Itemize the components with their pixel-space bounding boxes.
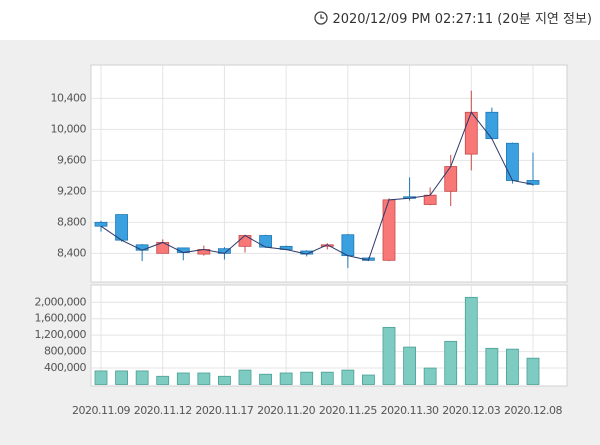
- candle-body: [382, 199, 396, 261]
- y-tick-label: 8,800: [57, 215, 86, 228]
- volume-bar: [279, 372, 293, 385]
- volume-bar: [176, 372, 190, 385]
- x-tick-label: 2020.11.09: [72, 404, 130, 417]
- volume-bar: [94, 370, 108, 385]
- x-tick-label: 2020.12.03: [442, 404, 500, 417]
- candle-body: [341, 234, 355, 257]
- candle-body: [115, 214, 128, 241]
- volume-bar: [259, 373, 272, 385]
- x-tick-label: 2020.11.30: [381, 404, 439, 417]
- volume-bar: [362, 374, 375, 385]
- candle-body: [444, 166, 458, 192]
- chart: 8,400 8,800 9,200 9,600 10,000 10,400 400,000 8…: [0, 40, 600, 445]
- x-tick-label: 2020.12.08: [504, 404, 562, 417]
- volume-bar: [382, 326, 396, 385]
- volume-bar: [464, 296, 478, 385]
- x-tick-label: 2020.11.20: [257, 404, 315, 417]
- y-tick-label: 2,000,000: [35, 295, 87, 308]
- volume-bar: [526, 357, 540, 385]
- y-tick-label: 10,400: [51, 91, 87, 104]
- candle-body: [259, 235, 272, 248]
- volume-bar: [320, 371, 334, 385]
- y-tick-label: 400,000: [44, 361, 86, 374]
- volume-bar: [485, 347, 499, 385]
- y-tick-label: 800,000: [44, 345, 86, 358]
- volume-bar: [115, 370, 128, 385]
- volume-bar: [444, 340, 458, 385]
- candle-body: [135, 244, 149, 251]
- candle-body: [238, 235, 252, 247]
- volume-bar: [218, 375, 231, 385]
- header: 2020/12/09 PM 02:27:11 (20분 지연 정보): [0, 0, 600, 40]
- y-tick-label: 9,600: [57, 153, 86, 166]
- volume-bar: [156, 375, 170, 385]
- volume-bar: [403, 346, 416, 385]
- x-tick-label: 2020.11.25: [319, 404, 377, 417]
- y-tick-label: 10,000: [51, 122, 87, 135]
- y-tick-label: 1,200,000: [35, 328, 87, 341]
- volume-bar: [423, 367, 437, 385]
- volume-bar: [238, 369, 252, 385]
- timestamp: 2020/12/09 PM 02:27:11 (20분 지연 정보): [332, 12, 592, 27]
- y-tick-label: 9,200: [57, 184, 86, 197]
- candle-body: [485, 111, 499, 140]
- clock-icon: [314, 11, 328, 25]
- volume-bar: [506, 348, 519, 385]
- timestamp-row: 2020/12/09 PM 02:27:11 (20분 지연 정보): [314, 8, 592, 27]
- close-line: [100, 111, 534, 261]
- x-tick-label: 2020.11.17: [195, 404, 253, 417]
- candle-body: [94, 221, 108, 227]
- volume-bar: [135, 370, 149, 385]
- candle-body: [423, 194, 437, 205]
- y-tick-label: 8,400: [57, 246, 86, 259]
- volume-bar: [197, 372, 211, 385]
- candle-body: [506, 142, 519, 181]
- volume-bar: [341, 369, 355, 385]
- candle-body: [464, 111, 478, 155]
- volume-bar: [300, 371, 314, 385]
- y-tick-label: 1,600,000: [35, 312, 87, 325]
- x-tick-label: 2020.11.12: [134, 404, 192, 417]
